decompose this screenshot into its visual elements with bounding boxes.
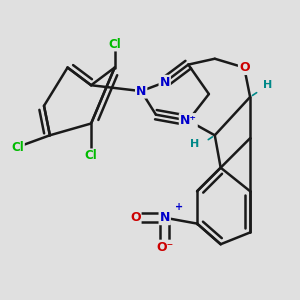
Text: N⁺: N⁺ bbox=[180, 114, 197, 127]
Text: N: N bbox=[160, 76, 170, 89]
Text: O⁻: O⁻ bbox=[156, 241, 173, 254]
Text: O: O bbox=[130, 211, 141, 224]
Text: O: O bbox=[239, 61, 250, 74]
Text: N: N bbox=[160, 211, 170, 224]
Text: Cl: Cl bbox=[108, 38, 121, 50]
Text: N: N bbox=[136, 85, 146, 98]
Text: H: H bbox=[263, 80, 272, 90]
Text: Cl: Cl bbox=[11, 141, 24, 154]
Text: +: + bbox=[175, 202, 183, 212]
Text: H: H bbox=[190, 139, 199, 149]
Text: Cl: Cl bbox=[85, 149, 98, 162]
